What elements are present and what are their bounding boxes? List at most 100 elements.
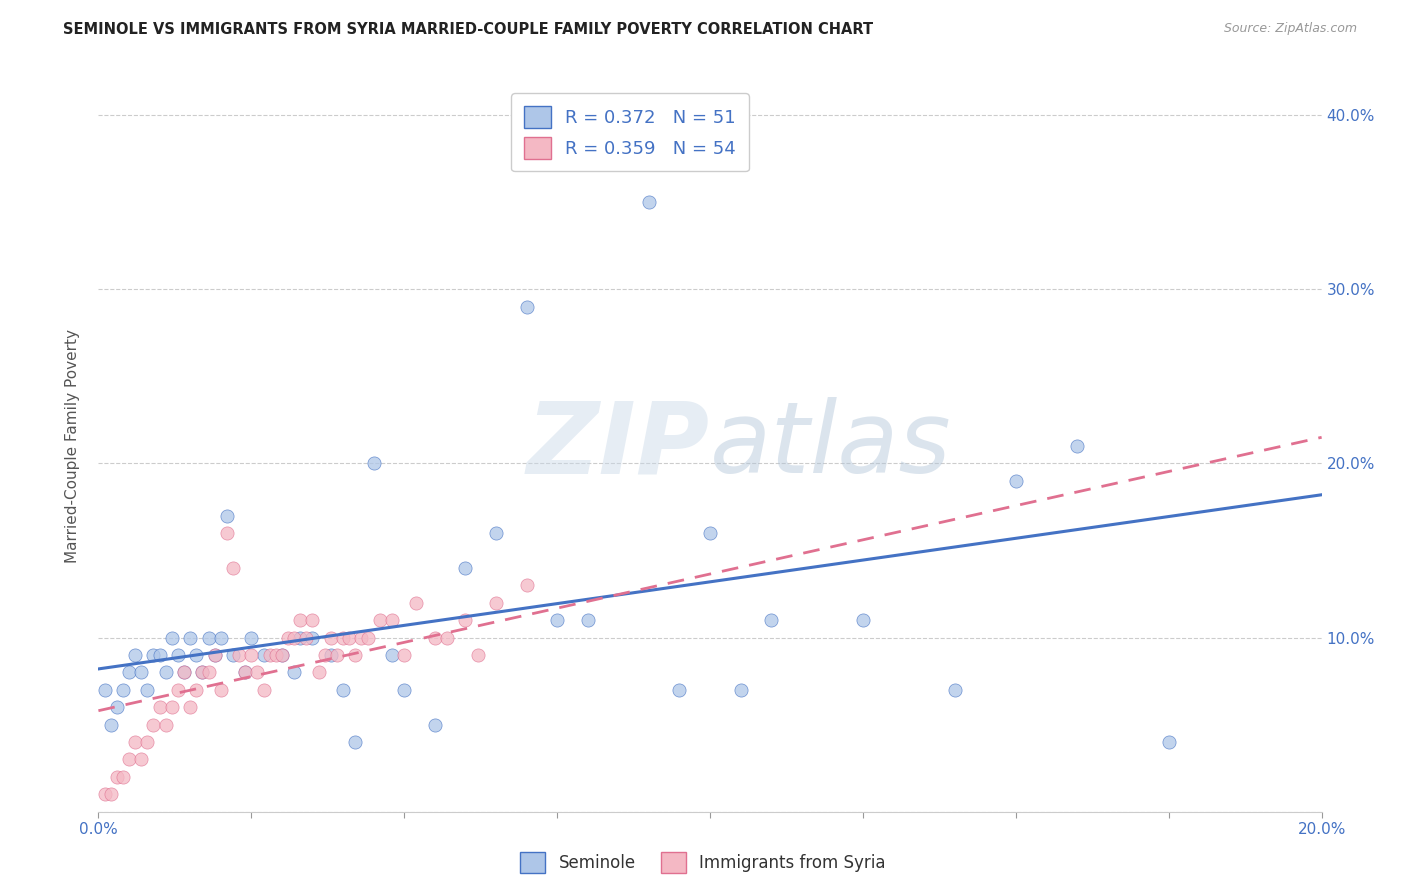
- Point: [240, 631, 263, 645]
- Point: [129, 752, 152, 766]
- Point: [392, 682, 416, 697]
- Point: [576, 613, 599, 627]
- Legend: Seminole, Immigrants from Syria: Seminole, Immigrants from Syria: [513, 846, 893, 880]
- Legend: R = 0.372   N = 51, R = 0.359   N = 54: R = 0.372 N = 51, R = 0.359 N = 54: [512, 93, 748, 171]
- Point: [350, 631, 373, 645]
- Point: [283, 631, 305, 645]
- Point: [233, 665, 256, 680]
- Point: [136, 735, 159, 749]
- Point: [173, 665, 195, 680]
- Point: [252, 648, 274, 662]
- Point: [233, 665, 256, 680]
- Point: [186, 682, 208, 697]
- Point: [344, 648, 367, 662]
- Point: [546, 613, 568, 627]
- Point: [699, 526, 721, 541]
- Point: [228, 648, 250, 662]
- Text: ZIP: ZIP: [527, 398, 710, 494]
- Point: [197, 665, 219, 680]
- Point: [191, 665, 214, 680]
- Point: [1004, 474, 1026, 488]
- Point: [290, 613, 312, 627]
- Point: [485, 596, 508, 610]
- Point: [485, 526, 508, 541]
- Point: [295, 631, 318, 645]
- Point: [759, 613, 782, 627]
- Point: [259, 648, 281, 662]
- Point: [730, 682, 752, 697]
- Point: [136, 682, 159, 697]
- Point: [270, 648, 292, 662]
- Point: [100, 787, 122, 801]
- Point: [363, 457, 385, 471]
- Point: [204, 648, 226, 662]
- Point: [283, 665, 305, 680]
- Y-axis label: Married-Couple Family Poverty: Married-Couple Family Poverty: [65, 329, 80, 563]
- Point: [222, 561, 245, 575]
- Point: [149, 648, 172, 662]
- Text: SEMINOLE VS IMMIGRANTS FROM SYRIA MARRIED-COUPLE FAMILY POVERTY CORRELATION CHAR: SEMINOLE VS IMMIGRANTS FROM SYRIA MARRIE…: [63, 22, 873, 37]
- Point: [381, 613, 404, 627]
- Point: [332, 682, 354, 697]
- Point: [155, 665, 177, 680]
- Point: [179, 700, 201, 714]
- Point: [1157, 735, 1180, 749]
- Point: [381, 648, 404, 662]
- Point: [93, 787, 115, 801]
- Point: [252, 682, 274, 697]
- Point: [319, 631, 342, 645]
- Point: [124, 648, 146, 662]
- Point: [423, 631, 446, 645]
- Point: [467, 648, 489, 662]
- Point: [204, 648, 226, 662]
- Point: [405, 596, 427, 610]
- Point: [337, 631, 360, 645]
- Point: [111, 682, 134, 697]
- Point: [160, 700, 183, 714]
- Point: [240, 648, 263, 662]
- Point: [222, 648, 245, 662]
- Point: [191, 665, 214, 680]
- Point: [392, 648, 416, 662]
- Point: [118, 752, 141, 766]
- Point: [436, 631, 458, 645]
- Point: [290, 631, 312, 645]
- Point: [454, 561, 477, 575]
- Point: [637, 195, 661, 210]
- Point: [277, 631, 299, 645]
- Point: [111, 770, 134, 784]
- Point: [100, 717, 122, 731]
- Point: [160, 631, 183, 645]
- Point: [173, 665, 195, 680]
- Point: [668, 682, 690, 697]
- Text: atlas: atlas: [710, 398, 952, 494]
- Point: [209, 682, 232, 697]
- Point: [209, 631, 232, 645]
- Point: [155, 717, 177, 731]
- Point: [124, 735, 146, 749]
- Point: [1066, 439, 1088, 453]
- Point: [454, 613, 477, 627]
- Point: [314, 648, 336, 662]
- Point: [356, 631, 378, 645]
- Point: [142, 717, 165, 731]
- Point: [344, 735, 367, 749]
- Point: [301, 631, 323, 645]
- Point: [118, 665, 141, 680]
- Point: [93, 682, 115, 697]
- Point: [197, 631, 219, 645]
- Point: [301, 613, 323, 627]
- Point: [332, 631, 354, 645]
- Point: [142, 648, 165, 662]
- Point: [516, 578, 538, 592]
- Point: [319, 648, 342, 662]
- Text: Source: ZipAtlas.com: Source: ZipAtlas.com: [1223, 22, 1357, 36]
- Point: [179, 631, 201, 645]
- Point: [105, 700, 128, 714]
- Point: [270, 648, 292, 662]
- Point: [326, 648, 349, 662]
- Point: [215, 508, 238, 523]
- Point: [105, 770, 128, 784]
- Point: [943, 682, 966, 697]
- Point: [246, 665, 269, 680]
